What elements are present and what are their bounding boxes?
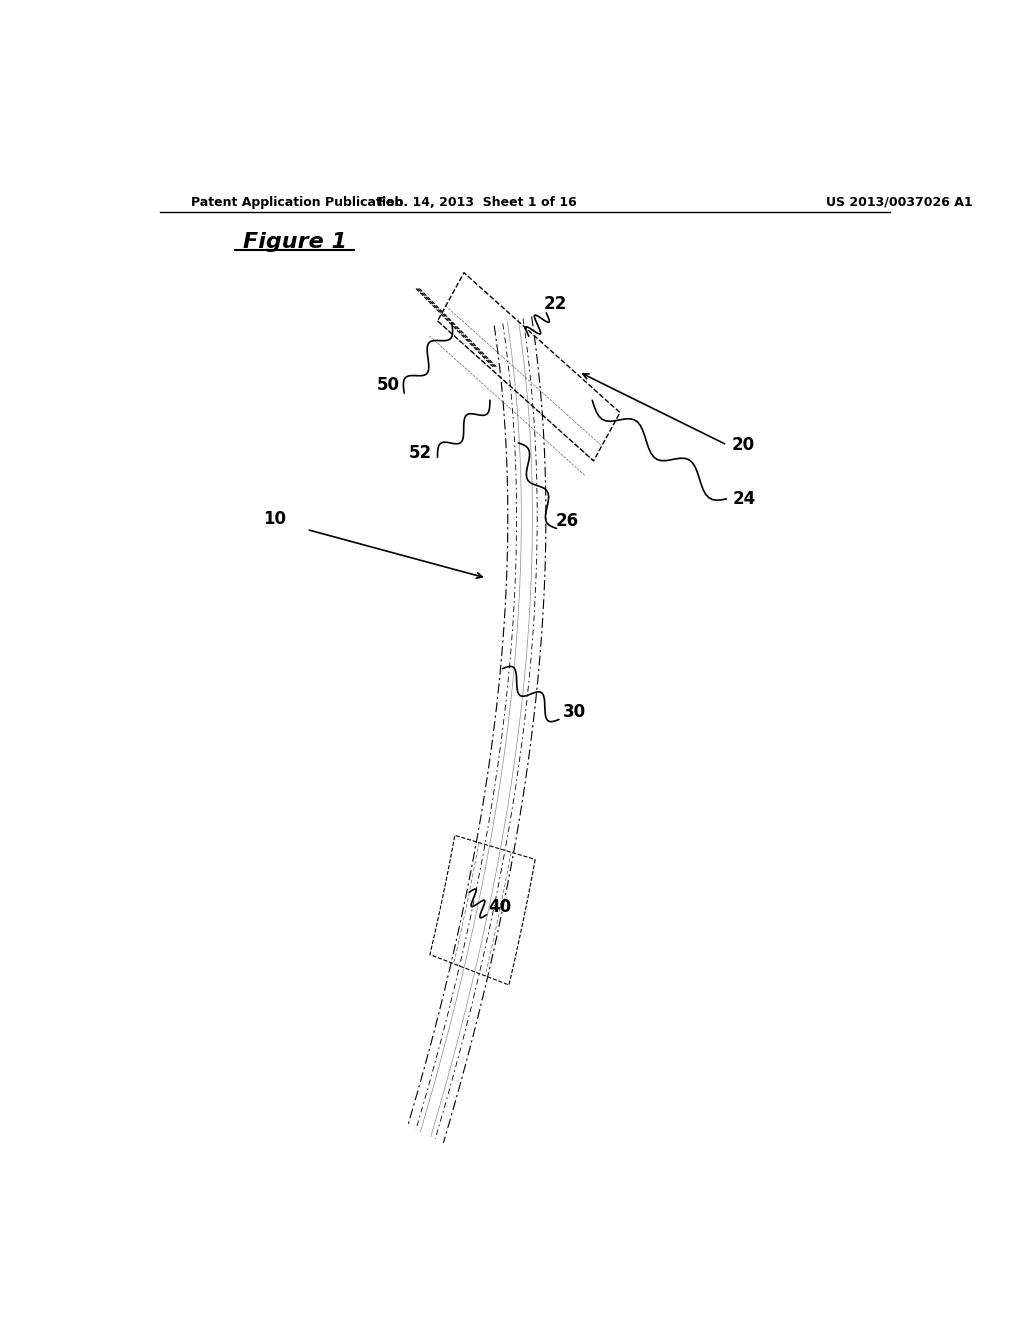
Text: US 2013/0037026 A1: US 2013/0037026 A1 [826, 195, 973, 209]
Text: 24: 24 [733, 490, 756, 508]
Text: 40: 40 [487, 899, 511, 916]
Text: 22: 22 [544, 294, 566, 313]
Text: 30: 30 [562, 704, 586, 721]
Text: 52: 52 [409, 444, 431, 462]
Text: 50: 50 [377, 376, 399, 395]
Text: 20: 20 [731, 436, 755, 454]
Text: Figure 1: Figure 1 [243, 232, 347, 252]
Text: 10: 10 [263, 511, 287, 528]
Text: 26: 26 [555, 512, 579, 531]
Text: Patent Application Publication: Patent Application Publication [191, 195, 403, 209]
Text: Feb. 14, 2013  Sheet 1 of 16: Feb. 14, 2013 Sheet 1 of 16 [378, 195, 577, 209]
